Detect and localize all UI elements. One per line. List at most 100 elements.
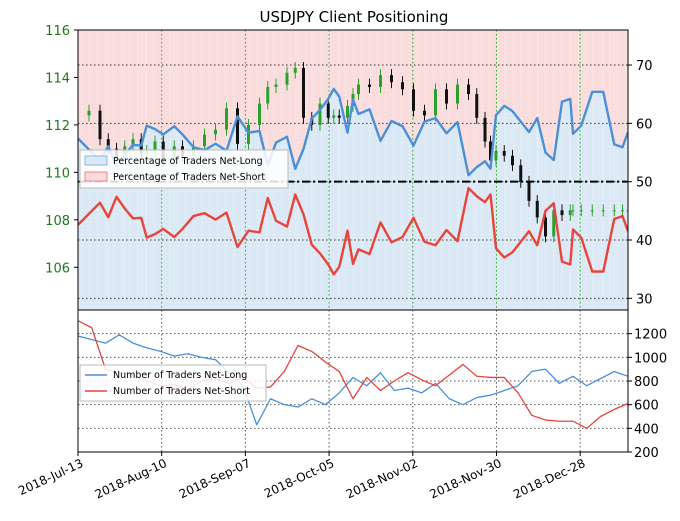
net-short-shade-segment [391,30,403,127]
candle-body [236,108,239,144]
net-long-shade-segment [496,105,505,310]
right-axis-tick-label: 70 [636,59,653,74]
right-axis-tick-label: 1200 [634,328,667,343]
candle-body [153,141,157,152]
net-long-shade-segment [468,167,477,310]
left-axis-tick-label: 114 [45,71,70,86]
net-short-shade-segment [573,30,582,134]
net-short-shade-segment [413,30,425,146]
net-short-pct-line [78,186,628,276]
candle-body [326,103,330,118]
candle-body [579,210,583,212]
top-panel: USDJPY Client Positioning 106 108 110 112 11… [45,8,653,311]
net-long-pct-line [78,87,628,177]
right-axis-tick-label: 1000 [634,351,667,366]
net-short-shade-segment [529,30,538,133]
net-short-shade-segment [146,30,155,130]
net-short-shade-segment [603,30,615,145]
top-plot-area [78,30,628,310]
candle-body [346,105,349,118]
candle-body [626,210,628,212]
legend-label-net-short-count: Number of Traders Net-Short [113,386,250,397]
candle-body [621,210,624,212]
net-short-shade-segment [163,30,175,135]
net-long-shade-segment [537,118,546,310]
candle-body [434,89,437,116]
candle-body [87,110,91,116]
x-axis-tick-label: 2018-Oct-05 [262,456,336,501]
net-short-shade-segment [303,30,312,149]
net-long-shade-segment [573,125,582,310]
candle-body [368,84,371,87]
left-axis-tick-label: 116 [45,24,70,39]
net-long-shade-segment [435,118,447,310]
bottom-legend: Number of Traders Net-Long Number of Tra… [79,364,267,402]
net-long-shade-segment [581,91,593,310]
chart-title: USDJPY Client Positioning [260,8,449,26]
net-long-shade-segment [520,121,529,310]
net-short-shade-segment [267,30,276,166]
net-short-shade-segment [520,30,529,133]
net-short-shade-segment [124,30,133,155]
candle-body [131,139,135,147]
legend-label-net-short-pct: Percentage of Traders Net-Short [113,172,265,183]
candle-body [214,129,217,135]
net-short-shade-segment [295,30,304,169]
net-long-count-line [78,334,628,426]
net-short-shade-segment [476,30,485,168]
top-legend: Percentage of Traders Net-Long Percentag… [79,149,289,189]
candle-body [302,67,305,118]
candle-body [527,181,531,201]
net-short-shade-segment [141,30,147,146]
net-long-shade-segment [446,122,458,310]
net-long-shade-segment [485,161,491,310]
right-axis-tick-label: 400 [634,422,659,437]
net-short-shade-segment [259,30,268,166]
net-long-shade-segment [592,91,604,310]
left-axis-tick-label: 112 [45,119,70,134]
candle-body [502,151,506,156]
right-axis-tick-label: 800 [634,375,659,390]
candle-body [106,139,110,149]
net-short-shade-segment [446,30,458,134]
bottom-legend-box [79,364,267,402]
candle-body [203,134,206,147]
net-short-shade-segment [622,30,628,148]
net-long-shade-segment [287,136,296,310]
candle-body [560,210,564,216]
net-short-shade-segment [614,30,623,148]
candle-body [98,110,102,140]
net-short-shade-segment [581,30,593,126]
right-axis-tick-label: 30 [636,292,653,307]
net-short-shade-segment [155,30,164,135]
candle-body [274,84,278,87]
net-short-shade-segment [545,30,554,161]
net-long-shade-segment [358,109,370,310]
net-short-shade-segment [496,30,505,116]
candle-body [337,115,341,118]
candle-body [401,82,404,90]
net-long-shade-segment [369,109,381,310]
net-long-shade-segment [116,154,125,310]
net-long-shade-segment [512,111,521,310]
net-short-shade-segment [287,30,296,169]
right-axis-tick-label: 40 [636,234,653,249]
candle-body [601,210,605,212]
x-axis-tick-label: 2018-Nov-30 [428,456,504,501]
x-axis-tick-label: 2018-Jul-13 [16,456,85,498]
net-short-shade-segment [320,30,329,110]
net-long-shade-segment [380,121,392,310]
net-short-shade-segment [116,30,125,167]
candle-body [544,217,547,237]
net-short-shade-segment [468,30,477,176]
candle-body [357,84,360,95]
x-axis-tick-label: 2018-Dec-28 [511,456,587,502]
candle-body [285,72,289,85]
net-short-shade-segment [512,30,521,122]
candle-body [475,94,479,118]
net-short-shade-segment [248,30,260,133]
bottom-panel: 200 400 600 800 1000 1200 Number of Traders N… [77,309,667,461]
net-short-shade-segment [592,30,604,92]
net-long-shade-segment [413,121,425,310]
